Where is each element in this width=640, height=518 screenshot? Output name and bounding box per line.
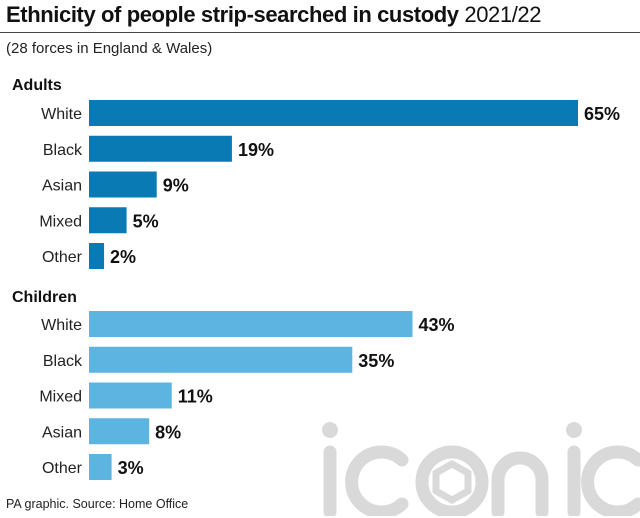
category-label-adults-black: Black	[43, 142, 83, 159]
value-label-children-mixed: 11%	[178, 387, 213, 407]
category-label-children-mixed: Mixed	[39, 389, 82, 406]
value-label-children-asian: 8%	[155, 422, 181, 442]
iconic-watermark-logo	[322, 422, 640, 516]
category-label-adults-white: White	[41, 106, 82, 123]
source-note: PA graphic. Source: Home Office	[6, 497, 189, 511]
group-heading-adults: Adults	[12, 77, 62, 94]
value-label-children-white: 43%	[418, 315, 454, 335]
watermark-o-hexagon	[432, 459, 472, 505]
value-label-adults-asian: 9%	[163, 176, 189, 196]
watermark-n	[491, 451, 549, 516]
value-label-adults-mixed: 5%	[133, 211, 159, 231]
bar-children-mixed	[89, 382, 172, 409]
bar-adults-mixed	[89, 207, 127, 234]
category-label-children-asian: Asian	[42, 424, 82, 441]
chart-title-year: 2021/22	[464, 2, 542, 27]
watermark-o-ring	[415, 445, 489, 516]
bar-adults-asian	[89, 171, 157, 198]
category-label-adults-mixed: Mixed	[39, 213, 82, 230]
title-rule	[0, 32, 640, 33]
bar-adults-white	[89, 100, 578, 126]
watermark-c-2	[581, 445, 640, 516]
category-label-adults-other: Other	[42, 249, 83, 266]
category-label-adults-asian: Asian	[42, 178, 82, 195]
bar-children-other	[89, 454, 112, 480]
watermark-dot	[322, 422, 338, 438]
chart-subtitle: (28 forces in England & Wales)	[6, 40, 213, 57]
bar-children-asian	[89, 418, 150, 445]
watermark-dot-2	[566, 422, 582, 438]
bar-adults-other	[89, 243, 105, 269]
category-label-children-black: Black	[43, 353, 83, 370]
bar-adults-black	[89, 135, 232, 162]
value-label-adults-other: 2%	[110, 247, 136, 267]
bar-chart: Adults White 65% Black 19% Asian 9% Mixed 5% Othe…	[12, 77, 620, 480]
watermark-c	[345, 445, 409, 516]
category-label-children-other: Other	[42, 460, 83, 477]
bar-children-black	[89, 346, 353, 373]
value-label-children-other: 3%	[118, 458, 144, 478]
chart-title: Ethnicity of people strip-searched in cu…	[6, 0, 541, 30]
group-heading-children: Children	[12, 289, 77, 306]
value-label-children-black: 35%	[358, 351, 394, 371]
value-label-adults-black: 19%	[238, 140, 274, 160]
category-label-children-white: White	[41, 317, 82, 334]
bar-children-white	[89, 311, 413, 337]
chart-title-main: Ethnicity of people strip-searched in cu…	[6, 2, 459, 27]
value-label-adults-white: 65%	[584, 104, 620, 124]
